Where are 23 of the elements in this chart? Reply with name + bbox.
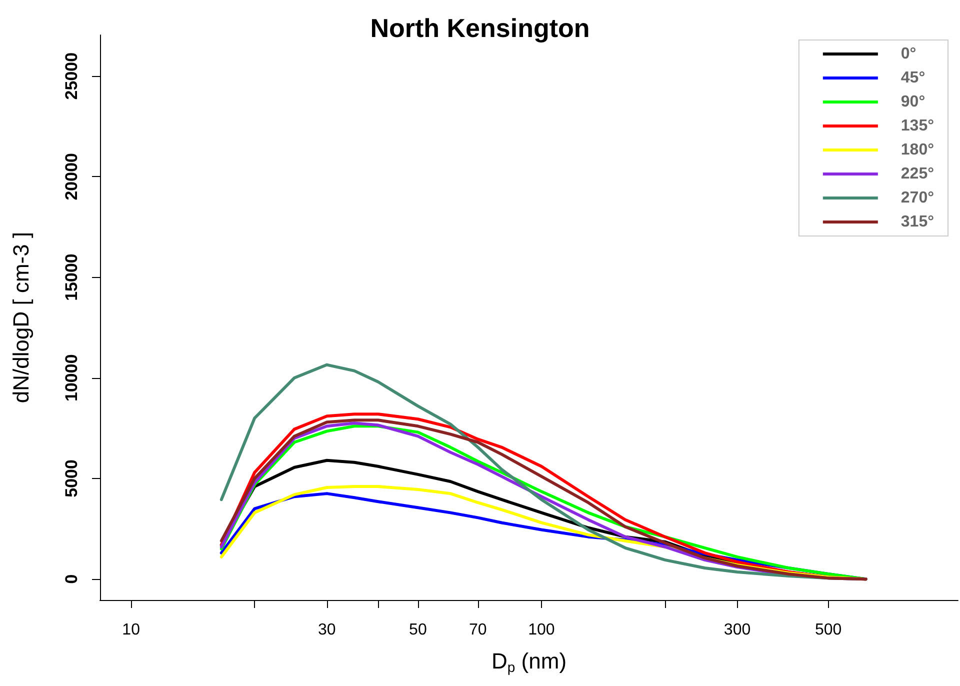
legend-label: 0° xyxy=(900,46,916,62)
x-tick-label: 30 xyxy=(318,622,336,638)
legend-label: 90° xyxy=(900,94,926,110)
x-tick-label: 100 xyxy=(528,622,555,638)
legend-label: 135° xyxy=(900,118,934,134)
y-tick-label: 0 xyxy=(62,574,81,584)
y-axis-title: dN/dlogD [ cm-3 ] xyxy=(8,232,34,404)
x-tick-label: 500 xyxy=(814,622,842,638)
legend-label: 45° xyxy=(900,70,926,86)
legend-label: 180° xyxy=(900,142,934,158)
y-tick-label: 25000 xyxy=(62,52,81,100)
x-tick-label: 300 xyxy=(724,622,751,638)
y-tick-label: 10000 xyxy=(62,354,81,402)
legend-label: 225° xyxy=(900,166,934,182)
y-tick-label: 20000 xyxy=(62,153,81,200)
legend-label: 315° xyxy=(900,214,934,230)
legend-label: 270° xyxy=(900,190,934,206)
chart-title: North Kensington xyxy=(370,13,590,43)
x-tick-label: 70 xyxy=(469,622,487,638)
y-tick-label: 5000 xyxy=(62,460,81,498)
y-tick-label: 15000 xyxy=(62,254,81,301)
x-tick-label: 50 xyxy=(409,622,427,638)
x-tick-label: 10 xyxy=(122,622,140,638)
